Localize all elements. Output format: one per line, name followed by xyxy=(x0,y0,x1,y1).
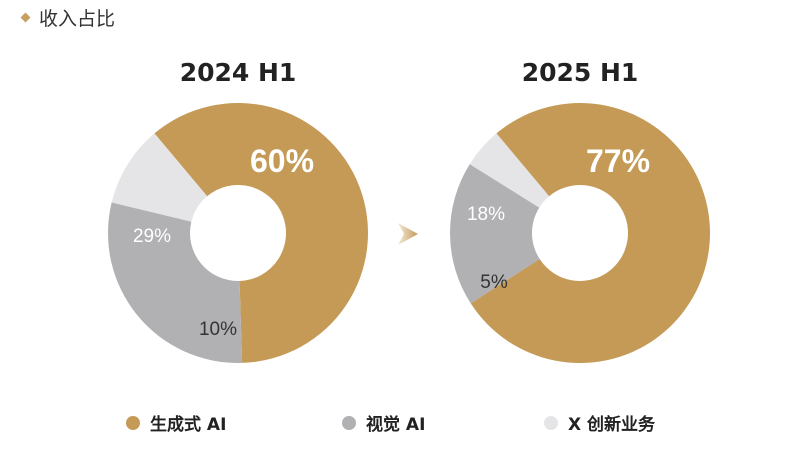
arrow-right-icon xyxy=(398,223,418,245)
chart-title-2025: 2025 H1 xyxy=(521,58,639,87)
donut-slice-0 xyxy=(470,103,710,364)
slice-label-1: 18% xyxy=(467,204,505,225)
legend: 生成式 AI 视觉 AI X 创新业务 xyxy=(0,410,792,435)
section-title: 收入占比 xyxy=(39,8,116,30)
donut-slice-2 xyxy=(469,133,550,208)
donut-chart-2025: 77% 18% 5% xyxy=(450,103,710,364)
legend-swatch xyxy=(126,415,140,430)
legend-label: 视觉 AI xyxy=(366,415,426,435)
chart-title-2024: 2024 H1 xyxy=(179,58,297,87)
slice-label-2: 5% xyxy=(480,272,508,293)
legend-item-x-innovation: X 创新业务 xyxy=(544,410,655,435)
section-header: 收入占比 xyxy=(18,4,115,31)
diamond-bullet-icon xyxy=(20,12,31,23)
legend-item-vision-ai: 视觉 AI xyxy=(342,410,425,435)
donut-slice-1 xyxy=(450,164,540,304)
donut-slice-0 xyxy=(154,102,369,363)
donut-slice-1 xyxy=(108,202,243,363)
slice-label-0: 60% xyxy=(250,143,314,179)
legend-label: X 创新业务 xyxy=(568,415,656,435)
slice-label-1: 29% xyxy=(133,226,171,247)
donut-chart-2024: 60% 29% 10% xyxy=(108,102,369,363)
legend-swatch xyxy=(544,415,558,430)
donut-slice-2 xyxy=(111,133,208,222)
legend-label: 生成式 AI xyxy=(150,415,227,435)
legend-item-generative-ai: 生成式 AI xyxy=(126,410,226,435)
legend-swatch xyxy=(342,415,356,430)
slice-label-2: 10% xyxy=(199,319,237,340)
slice-label-0: 77% xyxy=(586,143,650,179)
